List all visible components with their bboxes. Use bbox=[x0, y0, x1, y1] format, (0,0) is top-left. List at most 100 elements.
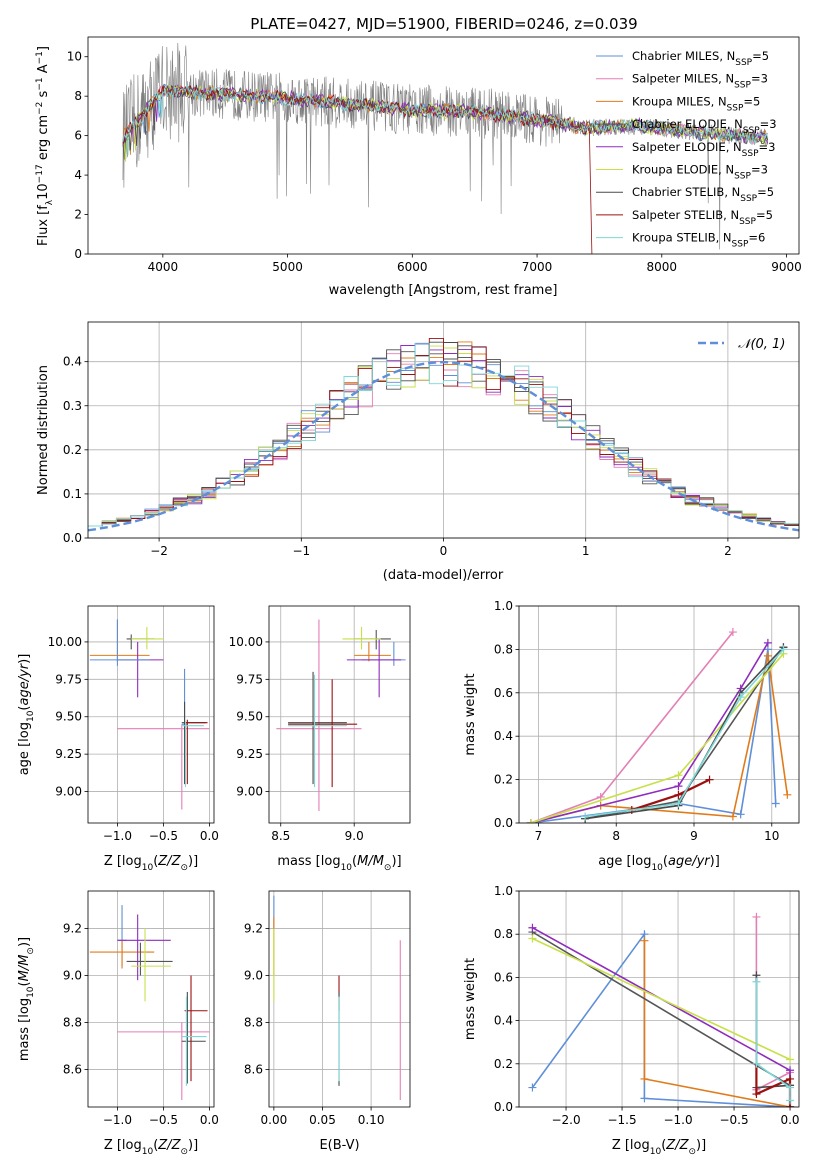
label-part: SSP bbox=[742, 149, 759, 159]
legend-label-chab_stelib: Chabrier STELIB, NSSP=5 bbox=[632, 185, 774, 204]
x-tick-label: 5000 bbox=[272, 260, 303, 274]
weight-marker-krou_miles bbox=[640, 1074, 649, 1083]
axes-frame bbox=[518, 605, 800, 824]
weight-marker-krou_miles bbox=[783, 790, 792, 799]
weight-marker-krou_miles bbox=[728, 812, 737, 821]
label-part: =5 bbox=[752, 49, 769, 63]
label-part: SSP bbox=[739, 217, 756, 227]
label-part: SSP bbox=[732, 240, 749, 250]
axes-frame bbox=[268, 890, 411, 1108]
weight-marker-salp_miles bbox=[752, 912, 761, 921]
legend-label-chab_elodie: Chabrier ELODIE, NSSP=3 bbox=[632, 117, 777, 136]
x-axis-label: (data-model)/error bbox=[383, 568, 504, 583]
weight-marker-chab_miles bbox=[771, 799, 780, 808]
label-part: ( bbox=[17, 706, 32, 711]
label-part: )] bbox=[17, 937, 32, 947]
x-tick-label: 0.0 bbox=[200, 1113, 219, 1127]
y-tick-label: 0.4 bbox=[494, 1014, 513, 1028]
legend-label-salp_elodie: Salpeter ELODIE, NSSP=3 bbox=[632, 140, 775, 159]
x-tick-label: −1.0 bbox=[103, 1113, 132, 1127]
x-axis-label: Z [log10(Z/Z⊙)] bbox=[104, 854, 198, 873]
label-part: Kroupa STELIB, N bbox=[632, 231, 732, 245]
x-tick-label: 7000 bbox=[522, 260, 553, 274]
label-part: Z/Z bbox=[157, 854, 181, 869]
label-part: =3 bbox=[759, 140, 776, 154]
label-part: Chabrier ELODIE, N bbox=[632, 117, 743, 131]
weight-marker-chab_miles bbox=[528, 1083, 537, 1092]
label-part: λ bbox=[45, 199, 55, 205]
weight-marker-salp_miles bbox=[728, 628, 737, 637]
weight-marker-krou_stelib bbox=[752, 977, 761, 986]
label-part: SSP bbox=[734, 81, 751, 91]
y-tick-label: 0.6 bbox=[494, 970, 513, 984]
x-tick-label: 4000 bbox=[148, 260, 179, 274]
y-tick-label: 4 bbox=[74, 168, 82, 182]
y-tick-label: 0.8 bbox=[494, 927, 513, 941]
label-part: ( bbox=[663, 854, 668, 869]
y-tick-label: 0.2 bbox=[494, 1057, 513, 1071]
legend-label-krou_elodie: Kroupa ELODIE, NSSP=3 bbox=[632, 163, 768, 182]
y-tick-label: 9.25 bbox=[236, 747, 263, 761]
axes-weight_vs_z: −2.0 −1.5 −1.0 −0.5 0.0 0.0 0.2 0.4 0.6 0.8 1.0 Z [… bbox=[463, 884, 800, 1157]
x-tick-label: 8.5 bbox=[271, 829, 290, 843]
y-tick-label: 1.0 bbox=[494, 599, 513, 613]
legend-label-salp_stelib: Salpeter STELIB, NSSP=5 bbox=[632, 208, 773, 227]
x-tick-label: −2 bbox=[150, 544, 168, 558]
label-part: Kroupa MILES, N bbox=[632, 94, 727, 108]
normal-curve bbox=[88, 360, 799, 532]
y-tick-label: 9.00 bbox=[55, 785, 82, 799]
model-salp_stelib bbox=[122, 85, 593, 254]
grid bbox=[88, 891, 214, 1107]
y-tick-label: 8.8 bbox=[63, 1015, 82, 1029]
grid bbox=[519, 605, 799, 824]
label-part: Z [log bbox=[104, 1138, 142, 1153]
axes-frame bbox=[87, 605, 215, 824]
weight-line-krou_elodie bbox=[532, 937, 791, 1061]
y-tick-label: 9.00 bbox=[236, 785, 263, 799]
y-axis-label: age [log10(age/yr)] bbox=[17, 654, 36, 776]
x-tick-label: 0.05 bbox=[309, 1113, 336, 1127]
y-tick-label: 9.50 bbox=[55, 710, 82, 724]
y-tick-label: 9.25 bbox=[55, 747, 82, 761]
label-part: Kroupa ELODIE, N bbox=[632, 163, 734, 177]
x-tick-label: 0.00 bbox=[261, 1113, 288, 1127]
y-tick-label: 8.6 bbox=[244, 1062, 263, 1076]
x-axis-label: Z [log10(Z/Z⊙)] bbox=[612, 1138, 706, 1157]
label-part: )] bbox=[17, 654, 32, 664]
label-part: )] bbox=[391, 854, 401, 869]
label-part: =5 bbox=[756, 208, 773, 222]
label-part: Chabrier MILES, N bbox=[632, 49, 735, 63]
x-tick-label: −1.5 bbox=[607, 1113, 636, 1127]
label-part: 10 bbox=[142, 863, 154, 873]
x-tick-label: 0.10 bbox=[358, 1113, 385, 1127]
y-tick-label: 10.00 bbox=[48, 635, 82, 649]
x-tick-label: −0.5 bbox=[719, 1113, 748, 1127]
y-tick-label: 6 bbox=[74, 129, 82, 143]
axes-age_vs_mass: 8.5 9.0 9.00 9.25 9.50 9.75 10.00 mass [log10(M… bbox=[229, 605, 411, 873]
axes-mass_vs_ebv: 0.00 0.05 0.10 8.6 8.8 9.0 9.2 E(B-V) bbox=[244, 890, 411, 1153]
x-tick-label: 10 bbox=[764, 829, 779, 843]
axes-frame bbox=[87, 890, 215, 1108]
legend-label-normal: 𝒩(0, 1) bbox=[738, 337, 785, 352]
y-tick-label: 0.2 bbox=[494, 773, 513, 787]
label-part: Flux [f bbox=[36, 205, 51, 246]
y-tick-label: 0.0 bbox=[494, 816, 513, 830]
weight-line-krou_miles bbox=[530, 655, 789, 823]
weight-line-salp_miles bbox=[755, 916, 791, 1107]
axes-frame bbox=[87, 321, 800, 539]
y-axis-label: mass weight bbox=[463, 958, 478, 1040]
y-tick-label: 1.0 bbox=[494, 884, 513, 898]
y-tick-label: 0.0 bbox=[63, 531, 82, 545]
y-tick-label: 8.6 bbox=[63, 1062, 82, 1076]
y-tick-label: 0.6 bbox=[494, 686, 513, 700]
axes-residuals: −2 −1 0 1 2 0.0 0.1 0.2 0.3 0.4 𝒩(0, 1) (data-model… bbox=[36, 321, 800, 583]
label-part: SSP bbox=[740, 194, 757, 204]
x-tick-label: −1.0 bbox=[103, 829, 132, 843]
label-part: mass [log bbox=[17, 998, 32, 1061]
label-part: =3 bbox=[751, 72, 768, 86]
histogram-krou_stelib bbox=[88, 342, 799, 527]
x-tick-label: 2 bbox=[724, 544, 732, 558]
model-krou_stelib bbox=[122, 83, 769, 156]
